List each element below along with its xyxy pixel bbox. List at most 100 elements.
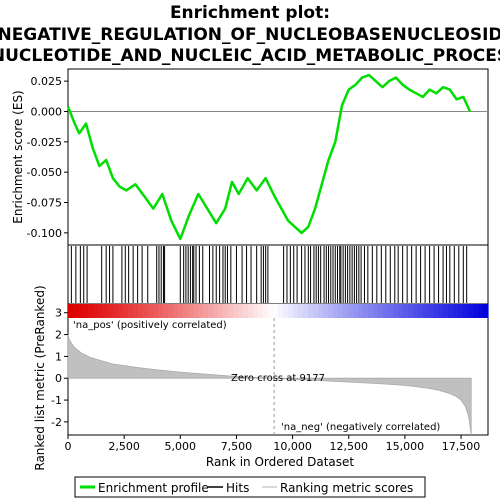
rank-color-segment — [423, 304, 429, 318]
legend-box — [74, 476, 426, 498]
legend-enrichment-label: Enrichment profile — [98, 481, 209, 495]
rank-color-segment — [293, 304, 299, 318]
rank-color-segment — [223, 304, 229, 318]
rank-color-segment — [383, 304, 389, 318]
rank-color-segment — [93, 304, 99, 318]
rank-color-segment — [108, 304, 114, 318]
rank-color-segment — [248, 304, 254, 318]
rank-color-segment — [328, 304, 334, 318]
rank-color-segment — [203, 304, 209, 318]
rank-color-segment — [288, 304, 294, 318]
xtick-label: 0 — [65, 440, 72, 453]
xtick-label: 5,000 — [165, 440, 197, 453]
xtick-label: 10,000 — [273, 440, 312, 453]
xtick-label: 7,500 — [221, 440, 253, 453]
rank-color-segment — [298, 304, 304, 318]
rank-color-segment — [78, 304, 84, 318]
rank-color-segment — [168, 304, 174, 318]
enrichment-profile-layer — [66, 73, 472, 241]
rank-color-segment — [418, 304, 424, 318]
metric-ytick-label: 1 — [55, 350, 62, 363]
metric-ytick-label: 3 — [55, 307, 62, 320]
chart-title-line-1: Enrichment plot: — [170, 3, 330, 23]
xtick-label: 2,500 — [108, 440, 140, 453]
rank-color-segment — [453, 304, 459, 318]
rank-color-segment — [268, 304, 274, 318]
rank-color-segment — [178, 304, 184, 318]
rank-color-segment — [113, 304, 119, 318]
xtick-label: 12,500 — [329, 440, 368, 453]
rank-color-segment — [158, 304, 164, 318]
rank-color-segment — [148, 304, 154, 318]
rank-color-segment — [483, 304, 489, 318]
rank-color-segment — [398, 304, 404, 318]
rank-color-segment — [438, 304, 444, 318]
rank-color-segment — [218, 304, 224, 318]
x-axis: 0 2,500 5,000 7,500 10,000 12,500 15,000 17,500 — [65, 435, 481, 453]
rank-color-segment — [353, 304, 359, 318]
rank-color-segment — [88, 304, 94, 318]
rank-color-segment — [258, 304, 264, 318]
rank-color-segment — [213, 304, 219, 318]
rank-color-segment — [233, 304, 239, 318]
metric-ytick-label: 2 — [55, 329, 62, 342]
es-ytick-label: 0.025 — [31, 75, 63, 88]
rank-color-segment — [238, 304, 244, 318]
rank-color-segment — [313, 304, 319, 318]
es-y-axis-label: Enrichment score (ES) — [11, 90, 25, 223]
metric-y-axis-label: Ranked list metric (PreRanked) — [33, 285, 47, 470]
rank-color-segment — [173, 304, 179, 318]
xtick-label: 17,500 — [442, 440, 481, 453]
ranked-metric-layer — [67, 318, 472, 436]
positive-correlation-label: 'na_pos' (positively correlated) — [73, 320, 227, 331]
rank-color-segment — [68, 304, 74, 318]
rank-color-segment — [303, 304, 309, 318]
rank-color-segment — [208, 304, 214, 318]
rank-color-segment — [133, 304, 139, 318]
rank-color-segment — [343, 304, 349, 318]
rank-color-segment — [83, 304, 89, 318]
rank-color-segment — [358, 304, 364, 318]
rank-color-segment — [338, 304, 344, 318]
rank-color-segment — [198, 304, 204, 318]
rank-color-segment — [433, 304, 439, 318]
rank-color-segment — [98, 304, 104, 318]
metric-ytick-label: 0 — [55, 372, 62, 385]
rank-color-segment — [183, 304, 189, 318]
metric-y-axis: 3 2 1 0 -1 -2 — [51, 307, 68, 429]
rank-color-segment — [253, 304, 259, 318]
es-ytick-label: -0.050 — [27, 166, 62, 179]
rank-color-segment — [153, 304, 159, 318]
rank-color-segment — [378, 304, 384, 318]
rank-color-segment — [73, 304, 79, 318]
rank-color-segment — [323, 304, 329, 318]
rank-color-segment — [408, 304, 414, 318]
zero-cross-label: Zero cross at 9177 — [231, 373, 325, 384]
rank-color-segment — [458, 304, 464, 318]
es-panel-frame — [67, 68, 489, 246]
rank-color-segment — [278, 304, 284, 318]
rank-color-segment — [128, 304, 134, 318]
es-y-axis: 0.025 0.000 -0.025 -0.050 -0.075 -0.100 — [27, 75, 68, 240]
rank-color-segment — [103, 304, 109, 318]
rank-color-segment — [428, 304, 434, 318]
enrichment-profile-line — [66, 73, 472, 241]
es-ytick-label: -0.025 — [27, 136, 62, 149]
chart-title-line-3: NUCLEOTIDE_AND_NUCLEIC_ACID_METABOLIC_PR… — [0, 46, 500, 66]
rank-color-segment — [243, 304, 249, 318]
rank-color-segment — [468, 304, 474, 318]
rank-color-segment — [193, 304, 199, 318]
rank-color-segment — [478, 304, 484, 318]
rank-color-segment — [163, 304, 169, 318]
negative-correlation-label: 'na_neg' (negatively correlated) — [281, 422, 440, 433]
rank-color-segment — [368, 304, 374, 318]
rank-color-segment — [188, 304, 194, 318]
rank-color-segment — [263, 304, 269, 318]
rank-color-segment — [333, 304, 339, 318]
metric-ytick-label: -1 — [51, 394, 62, 407]
legend-ranking-label: Ranking metric scores — [280, 481, 413, 495]
rank-color-segment — [123, 304, 129, 318]
rank-color-segment — [413, 304, 419, 318]
rank-color-segment — [363, 304, 369, 318]
